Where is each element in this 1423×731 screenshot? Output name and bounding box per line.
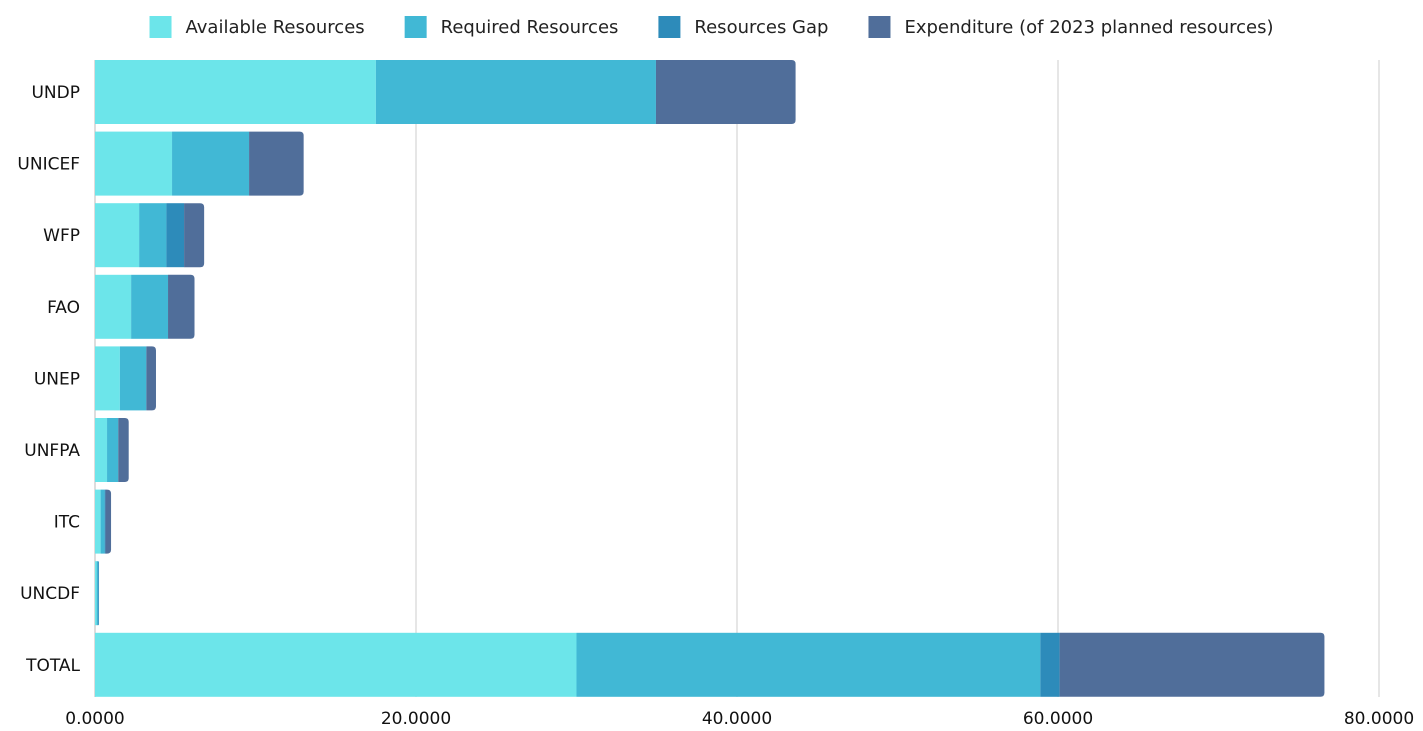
legend-label-resources-gap: Resources Gap [694,17,828,38]
category-labels: UNDP UNICEF WFP FAO UNEP UNFPA ITC UNCDF TOTAL [17,83,80,676]
x-tick-label-0: 0.0000 [65,709,124,729]
legend-label-required-resources: Required Resources [441,17,619,38]
bar-row-itc [95,489,112,554]
legend-swatch-required-resources [404,16,427,38]
bar-segment-wfp-expenditure-of-2023-planned-resources [184,203,205,268]
bar-segment-wfp-available-resources [95,203,140,268]
bar-segment-wfp-resources-gap [166,203,185,268]
x-tick-label-1: 20.0000 [381,709,451,729]
bar-segment-unep-expenditure-of-2023-planned-resources [146,346,156,411]
bar-segment-total-expenditure-of-2023-planned-resources [1059,632,1325,697]
category-label-unfpa: UNFPA [24,441,80,461]
bar-row-unep [95,346,156,411]
bar-segment-uncdf-available-resources [95,561,97,626]
bar-segment-itc-available-resources [95,489,101,554]
bar-segment-itc-resources-gap [104,489,106,554]
bar-segment-unfpa-required-resources [107,418,119,482]
bar-segment-unicef-expenditure-of-2023-planned-resources [249,131,304,196]
bar-row-fao [95,274,195,339]
category-label-itc: ITC [54,513,80,533]
category-label-fao: FAO [47,298,80,318]
category-label-undp: UNDP [31,83,80,103]
bar-segment-unfpa-expenditure-of-2023-planned-resources [118,418,129,482]
category-label-wfp: WFP [43,226,80,246]
bar-row-uncdf [95,561,100,626]
x-tick-label-3: 60.0000 [1023,709,1093,729]
bar-segment-uncdf-resources-gap [98,561,100,626]
category-label-total: TOTAL [25,656,80,676]
bar-segment-unep-required-resources [119,346,147,411]
legend: Available Resources Required Resources Res… [149,16,1273,38]
legend-item-required-resources: Required Resources [404,16,619,38]
bar-segment-itc-required-resources [100,489,105,554]
legend-item-resources-gap: Resources Gap [658,16,828,38]
legend-swatch-resources-gap [658,16,681,38]
bar-segment-fao-required-resources [131,274,169,339]
bar-segment-total-required-resources [576,632,1041,697]
bar-segment-undp-required-resources [375,60,656,124]
bar-segment-undp-expenditure-of-2023-planned-resources [655,60,796,124]
legend-swatch-expenditure-of-2023-planned-resources [868,16,891,38]
bar-segment-unicef-required-resources [172,131,250,196]
bar-segment-fao-available-resources [95,274,132,339]
bar-segment-total-available-resources [95,632,577,697]
bar-segment-itc-expenditure-of-2023-planned-resources [105,489,112,554]
legend-item-expenditure-of-2023-planned-resources: Expenditure (of 2023 planned resources) [868,16,1273,38]
bar-row-unfpa [95,418,129,482]
x-axis-tick-labels: 0.0000 20.0000 40.0000 60.0000 80.0000 [65,709,1414,729]
category-label-unicef: UNICEF [17,155,80,175]
bar-row-unicef [95,131,304,196]
x-tick-label-4: 80.0000 [1344,709,1414,729]
bar-segment-unep-available-resources [95,346,120,411]
x-tick-label-2: 40.0000 [702,709,772,729]
bar-row-undp [95,60,796,124]
bars [95,60,1325,697]
bar-segment-fao-expenditure-of-2023-planned-resources [168,274,195,339]
category-label-uncdf: UNCDF [20,584,80,604]
legend-label-expenditure-of-2023-planned-resources: Expenditure (of 2023 planned resources) [904,17,1273,38]
bar-segment-uncdf-required-resources [96,561,99,626]
legend-item-available-resources: Available Resources [149,16,365,38]
legend-swatch-available-resources [149,16,172,38]
bar-segment-undp-available-resources [95,60,376,124]
bar-segment-total-resources-gap [1040,632,1060,697]
bar-segment-wfp-required-resources [139,203,167,268]
bar-segment-unfpa-available-resources [95,418,108,482]
category-label-unep: UNEP [34,369,80,389]
legend-label-available-resources: Available Resources [186,17,365,38]
bar-segment-unicef-available-resources [95,131,173,196]
bar-row-wfp [95,203,205,268]
bar-row-total [95,632,1325,697]
